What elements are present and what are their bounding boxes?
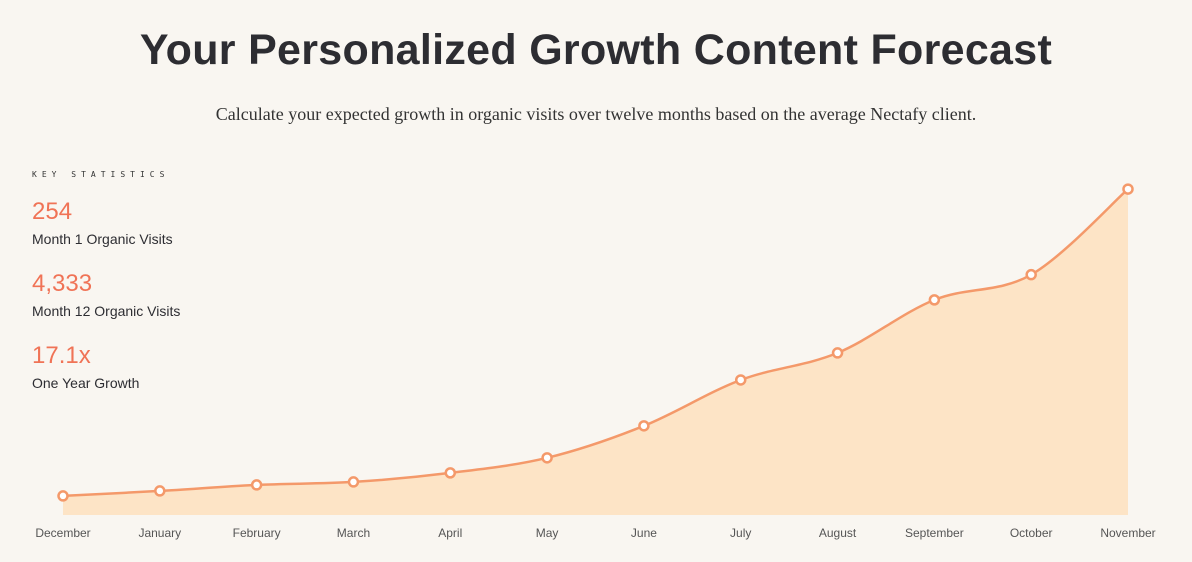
page-title: Your Personalized Growth Content Forecas… (139, 26, 1053, 74)
x-tick-label: May (536, 526, 559, 540)
point (541, 452, 553, 464)
stat: 254 Month 1 Organic Visits (32, 198, 180, 248)
x-tick-label: October (1010, 526, 1053, 540)
x-tick-label: August (819, 526, 857, 540)
x-tick-label: September (905, 526, 964, 540)
point (347, 476, 360, 488)
point (831, 347, 844, 359)
x-tick-label: January (138, 526, 181, 540)
point (154, 485, 166, 497)
point (57, 490, 69, 502)
stat: 17.1x One Year Growth (32, 342, 180, 392)
stat-label: One Year Growth (32, 375, 140, 391)
x-tick-label: April (438, 526, 462, 540)
x-tick-label: June (631, 526, 657, 540)
stat-value: 254 (32, 198, 73, 225)
stat-value: 17.1x (32, 342, 91, 369)
point (928, 294, 941, 306)
point (444, 467, 457, 479)
stat-value: 4,333 (32, 270, 93, 297)
x-tick-label: December (35, 526, 90, 540)
area (63, 189, 1128, 515)
subtitle: Calculate your expected growth in organi… (215, 104, 977, 124)
point (1025, 268, 1037, 281)
point (734, 374, 747, 386)
x-tick-label: March (337, 526, 370, 540)
point (1122, 183, 1134, 195)
stat-label: Month 1 Organic Visits (32, 231, 173, 247)
point (250, 479, 263, 491)
x-tick-label: February (233, 526, 281, 540)
stat: 4,333 Month 12 Organic Visits (32, 270, 181, 320)
x-tick-label: November (1100, 526, 1155, 540)
x-tick-label: July (730, 526, 751, 540)
stats-heading: KEY STATISTICS (32, 170, 170, 179)
point (638, 420, 650, 432)
stat-label: Month 12 Organic Visits (32, 303, 181, 319)
key-statistics: KEY STATISTICS 254 Month 1 Organic Visit… (32, 170, 180, 415)
